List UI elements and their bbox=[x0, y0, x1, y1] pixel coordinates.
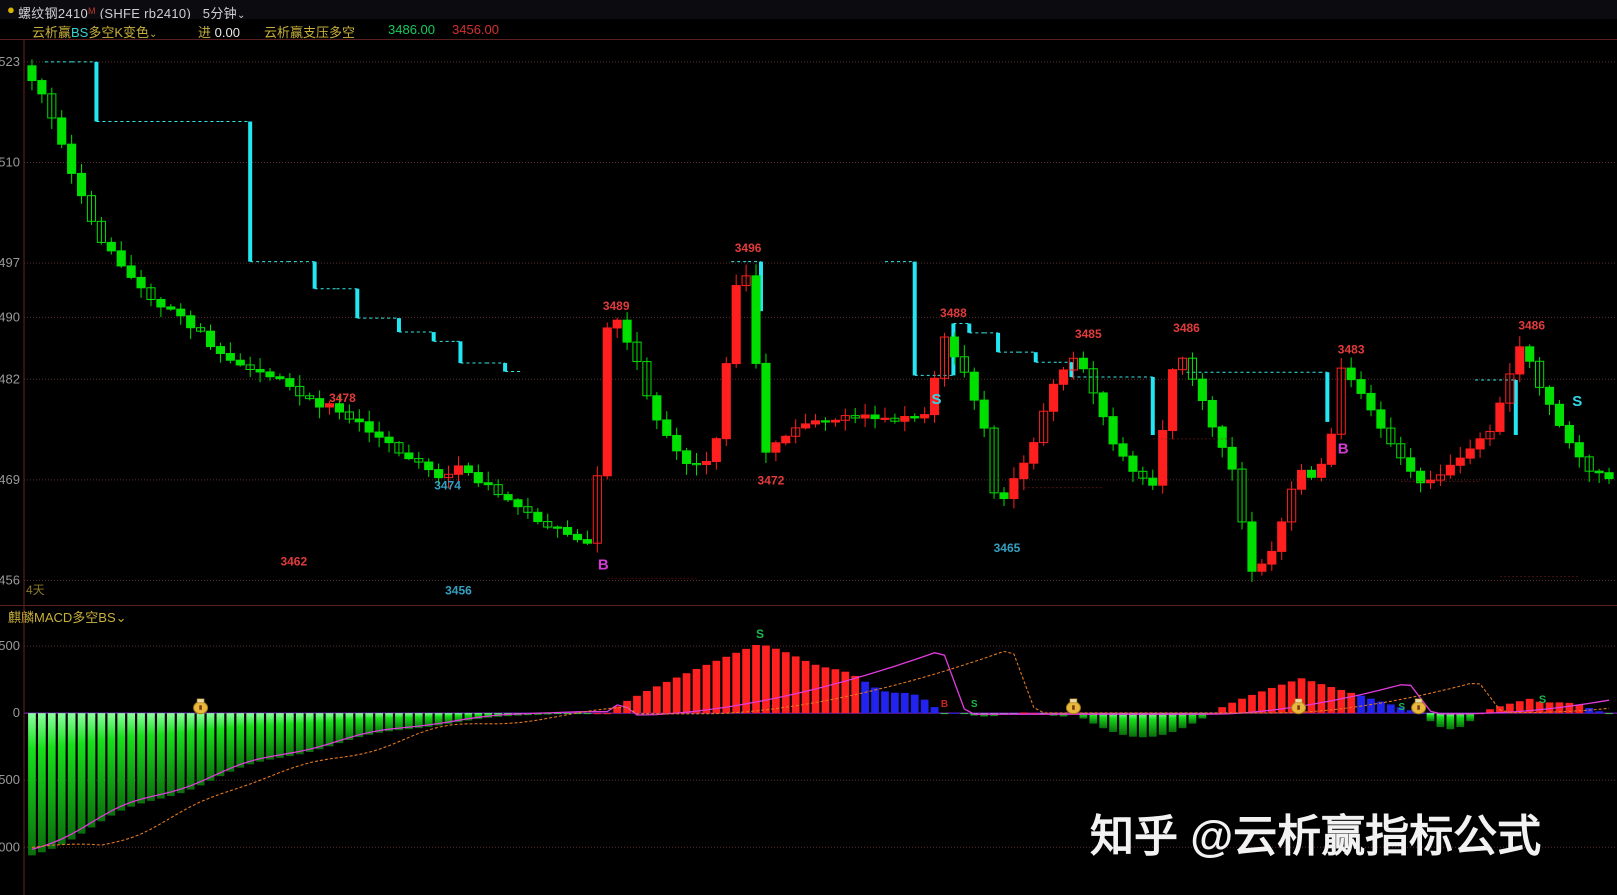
svg-text:497: 497 bbox=[0, 255, 20, 270]
svg-text:3496: 3496 bbox=[735, 241, 762, 255]
svg-text:523: 523 bbox=[0, 54, 20, 69]
svg-text:3474: 3474 bbox=[434, 479, 461, 493]
svg-text:3478: 3478 bbox=[329, 391, 356, 405]
svg-text:B: B bbox=[598, 557, 609, 574]
svg-text:3456: 3456 bbox=[445, 584, 472, 598]
svg-text:S: S bbox=[1572, 393, 1582, 410]
svg-text:S: S bbox=[971, 699, 978, 710]
svg-text:490: 490 bbox=[0, 309, 20, 324]
svg-text:456: 456 bbox=[0, 573, 20, 588]
svg-text:3486: 3486 bbox=[1173, 321, 1200, 335]
svg-text:3462: 3462 bbox=[280, 555, 307, 569]
svg-text:S: S bbox=[1398, 702, 1405, 713]
svg-text:500: 500 bbox=[0, 772, 20, 787]
svg-text:B: B bbox=[1338, 440, 1349, 457]
svg-text:3465: 3465 bbox=[994, 541, 1021, 555]
svg-text:510: 510 bbox=[0, 155, 20, 170]
svg-text:3488: 3488 bbox=[940, 306, 967, 320]
svg-text:S: S bbox=[1539, 694, 1546, 706]
svg-text:000: 000 bbox=[0, 839, 20, 854]
svg-text:500: 500 bbox=[0, 638, 20, 653]
svg-text:S: S bbox=[756, 627, 764, 641]
svg-text:S: S bbox=[932, 391, 942, 408]
svg-text:3483: 3483 bbox=[1338, 342, 1365, 356]
svg-text:482: 482 bbox=[0, 371, 20, 386]
svg-text:麒麟MACD多空BS⌄: 麒麟MACD多空BS⌄ bbox=[8, 610, 127, 625]
svg-text:469: 469 bbox=[0, 472, 20, 487]
svg-text:3485: 3485 bbox=[1075, 327, 1102, 341]
svg-text:3472: 3472 bbox=[758, 473, 785, 487]
svg-text:4天: 4天 bbox=[26, 583, 45, 597]
svg-text:B: B bbox=[941, 699, 948, 710]
svg-text:3486: 3486 bbox=[1518, 318, 1545, 332]
svg-text:0: 0 bbox=[13, 705, 20, 720]
svg-text:3489: 3489 bbox=[603, 299, 630, 313]
